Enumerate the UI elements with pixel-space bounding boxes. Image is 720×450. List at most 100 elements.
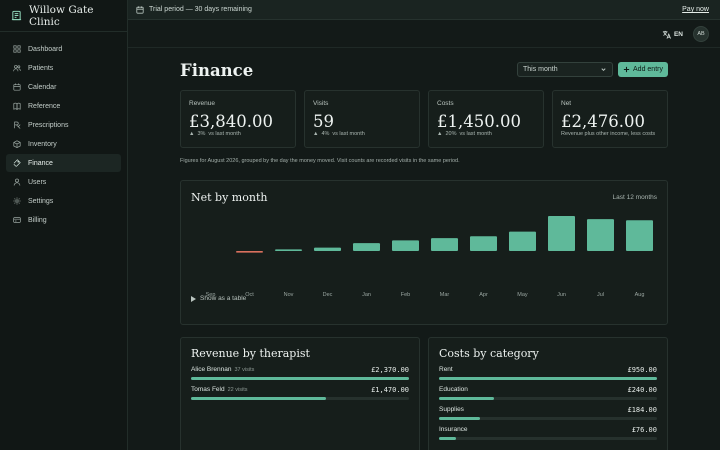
bar-aug	[626, 220, 653, 251]
plus-icon	[623, 66, 630, 73]
sidebar-item-finance[interactable]: Finance	[6, 154, 121, 172]
cost-category-list: Rent £950.00 Education £240.00 Supplies £184.…	[439, 366, 657, 446]
sidebar-item-label: Patients	[28, 64, 54, 72]
share-fill	[439, 377, 657, 380]
clinic-logo-icon	[11, 10, 22, 21]
cost-category-row: Education £240.00	[439, 386, 657, 406]
stat-change-text: vs last month	[208, 131, 241, 137]
x-tick-label: Mar	[440, 292, 450, 298]
sidebar-item-users[interactable]: Users	[6, 173, 121, 191]
sidebar-item-label: Settings	[28, 197, 54, 205]
bar-feb	[392, 240, 419, 251]
row-amount: £76.00	[631, 426, 657, 434]
user-icon	[13, 178, 21, 186]
sidebar-item-dashboard[interactable]: Dashboard	[6, 40, 121, 58]
calendar-clock-icon	[136, 5, 144, 14]
row-amount: £2,370.00	[371, 366, 409, 374]
x-tick-label: Feb	[401, 292, 410, 298]
share-track	[191, 377, 409, 380]
x-tick-label: May	[517, 292, 528, 298]
stat-change-text: vs last month	[459, 131, 492, 137]
show-as-table-label: Show as a table	[200, 295, 247, 302]
sidebar-item-label: Reference	[28, 102, 61, 110]
sidebar-item-settings[interactable]: Settings	[6, 192, 121, 210]
cost-category-row: Rent £950.00	[439, 366, 657, 386]
x-tick-label: Jan	[362, 292, 371, 298]
box-icon	[13, 140, 21, 148]
period-select-value: This month	[523, 66, 558, 73]
stat-card-net: Net £2,476.00 Revenue plus other income,…	[552, 90, 668, 148]
sidebar-item-label: Prescriptions	[28, 121, 69, 129]
avatar[interactable]: AB	[693, 26, 709, 42]
share-track	[439, 417, 657, 420]
sidebar-item-patients[interactable]: Patients	[6, 59, 121, 77]
share-fill	[439, 397, 494, 400]
users-icon	[13, 64, 21, 72]
finance-icon	[13, 159, 21, 167]
row-label: Education	[439, 386, 468, 393]
calendar-icon	[13, 83, 21, 91]
share-fill	[191, 397, 327, 400]
stat-card-revenue: Revenue £3,840.00 ▲ 3% vs last month	[180, 90, 296, 148]
show-as-table-toggle[interactable]: Show as a table	[191, 295, 246, 302]
sidebar-item-label: Users	[28, 178, 47, 186]
row-name: Rent	[439, 366, 453, 373]
therapist-row: Alice Brennan 37 visits £2,370.00	[191, 366, 409, 386]
trial-text: Trial period — 30 days remaining	[149, 6, 252, 13]
up-arrow-icon: ▲	[189, 131, 195, 137]
sidebar-item-billing[interactable]: Billing	[6, 211, 121, 229]
row-label: Tomas Feld	[191, 386, 225, 393]
sidebar-item-inventory[interactable]: Inventory	[6, 135, 121, 153]
row-sub: 22 visits	[227, 387, 248, 393]
brand[interactable]: Willow Gate Clinic	[0, 0, 127, 32]
pay-now-link[interactable]: Pay now	[682, 6, 709, 13]
stat-change: ▲ 4% vs last month	[313, 131, 365, 137]
page-title: Finance	[180, 61, 254, 80]
sidebar-item-calendar[interactable]: Calendar	[6, 78, 121, 96]
x-tick-label: Jun	[557, 292, 566, 298]
therapist-list: Alice Brennan 37 visits £2,370.00 Tomas Fel…	[191, 366, 409, 406]
sidebar-item-label: Dashboard	[28, 45, 63, 53]
x-tick-label: Jul	[597, 292, 604, 298]
sidebar-nav: Dashboard Patients Calendar Reference Prescr…	[0, 32, 127, 238]
stat-label: Revenue	[189, 100, 216, 107]
stat-change-value: 4%	[321, 131, 330, 137]
up-arrow-icon: ▲	[437, 131, 443, 137]
bar-nov	[275, 249, 302, 251]
stat-label: Net	[561, 100, 572, 107]
cost-category-row: Insurance £76.00	[439, 426, 657, 446]
sidebar-item-reference[interactable]: Reference	[6, 97, 121, 115]
row-label: Rent	[439, 366, 453, 373]
x-tick-label: Aug	[635, 292, 645, 298]
share-track	[191, 397, 409, 400]
trial-banner: Trial period — 30 days remaining Pay now	[128, 0, 720, 20]
row-amount: £240.00	[627, 386, 657, 394]
sidebar-item-label: Finance	[28, 159, 53, 167]
share-track	[439, 437, 657, 440]
header-utility: EN AB	[662, 26, 709, 42]
sidebar-item-label: Billing	[28, 216, 47, 224]
add-entry-button[interactable]: Add entry	[618, 62, 668, 77]
stat-change-value: 3%	[197, 131, 206, 137]
row-label: Alice Brennan	[191, 366, 232, 373]
share-fill	[191, 377, 409, 380]
stat-card-costs: Costs £1,450.00 ▲ 20% vs last month	[428, 90, 544, 148]
sidebar-item-prescriptions[interactable]: Prescriptions	[6, 116, 121, 134]
brand-name: Willow Gate Clinic	[29, 3, 94, 28]
stat-value: £2,476.00	[561, 112, 645, 131]
period-select[interactable]: This month	[517, 62, 613, 77]
stat-note: Revenue plus other income, less costs	[561, 131, 656, 137]
share-fill	[439, 437, 457, 440]
panel-title: Costs by category	[439, 347, 539, 360]
row-amount: £1,470.00	[371, 386, 409, 394]
panel-title: Revenue by therapist	[191, 347, 310, 360]
language-switcher[interactable]: EN	[662, 30, 683, 39]
share-track	[439, 377, 657, 380]
row-label: Supplies	[439, 406, 464, 413]
figures-caption: Figures for August 2026, grouped by the …	[180, 158, 460, 164]
row-name: Insurance	[439, 426, 468, 433]
grid-icon	[13, 45, 21, 53]
x-tick-label: Apr	[479, 292, 488, 298]
stat-change-value: 20%	[445, 131, 457, 137]
stat-card-visits: Visits 59 ▲ 4% vs last month	[304, 90, 420, 148]
